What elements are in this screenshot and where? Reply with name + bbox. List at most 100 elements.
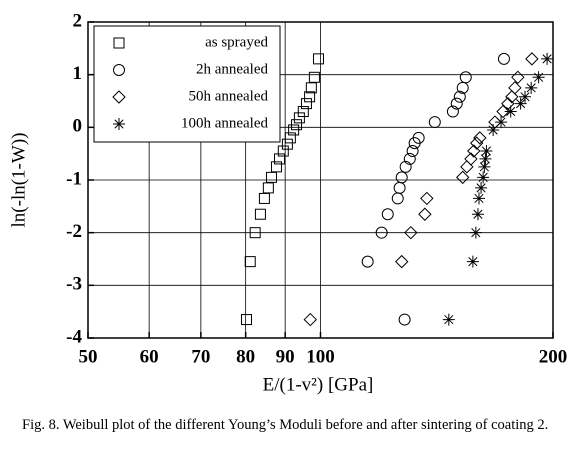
circle-marker: [398, 313, 411, 326]
y-tick-label: 2: [73, 10, 83, 31]
diamond-marker: [460, 160, 474, 174]
circle-marker: [450, 97, 463, 110]
diamond-marker: [473, 131, 487, 145]
star-marker: [475, 181, 488, 194]
star-marker: [519, 90, 532, 103]
square-marker: [244, 256, 256, 268]
x-axis-label: E/(1-v²) [GPa]: [263, 374, 374, 395]
y-tick-label: -4: [66, 326, 82, 347]
x-tick-label: 200: [539, 346, 568, 367]
star-marker: [442, 313, 455, 326]
star-marker: [514, 97, 527, 110]
diamond-marker: [420, 191, 434, 206]
star-marker: [477, 171, 490, 184]
star-marker: [472, 192, 485, 205]
circle-marker: [406, 145, 419, 158]
star-marker: [532, 71, 545, 84]
diamond-marker: [505, 90, 519, 104]
diamond-marker: [469, 136, 484, 150]
square-marker: [305, 82, 317, 94]
legend-marker: [113, 37, 125, 49]
star-marker: [504, 105, 517, 118]
square-marker: [258, 192, 270, 204]
circle-marker: [361, 255, 374, 268]
legend-marker: [113, 118, 125, 130]
star-marker: [541, 52, 554, 65]
circle-marker: [497, 52, 510, 65]
diamond-marker: [418, 207, 432, 221]
y-tick-label: 0: [73, 116, 83, 137]
diamond-marker: [395, 254, 409, 269]
square-marker: [274, 153, 286, 165]
square-marker: [293, 112, 305, 124]
x-tick-label: 50: [79, 346, 98, 367]
y-tick-label: 1: [73, 63, 83, 84]
legend-marker: [112, 90, 126, 104]
legend-text: 100h annealed: [181, 115, 269, 131]
circle-marker: [391, 192, 404, 205]
diamond-marker: [511, 70, 525, 85]
circle-marker: [459, 71, 472, 84]
legend-text: 2h annealed: [196, 61, 269, 77]
star-marker: [495, 116, 508, 129]
square-marker: [277, 145, 289, 157]
square-marker: [254, 208, 266, 220]
y-tick-label: -1: [66, 168, 82, 189]
diamond-marker: [467, 144, 481, 158]
circle-marker: [453, 90, 466, 103]
diamond-marker: [496, 104, 510, 119]
y-tick-label: -3: [66, 274, 82, 295]
star-marker: [525, 81, 538, 94]
star-marker: [469, 226, 482, 239]
circle-marker: [446, 105, 459, 118]
square-marker: [300, 98, 312, 110]
star-marker: [471, 208, 484, 221]
square-marker: [262, 182, 274, 194]
star-marker: [480, 145, 493, 158]
circle-marker: [399, 160, 412, 173]
legend-box: [93, 25, 281, 143]
square-marker: [297, 106, 309, 118]
square-marker: [284, 132, 296, 144]
x-tick-label: 70: [191, 346, 210, 367]
diamond-marker: [455, 170, 470, 185]
square-marker: [265, 171, 277, 183]
square-marker: [308, 71, 320, 83]
y-axis-label: ln(-ln(1-W)): [8, 133, 29, 228]
circle-marker: [456, 81, 469, 94]
star-marker: [478, 160, 491, 173]
star-marker: [479, 152, 492, 165]
diamond-marker: [525, 52, 539, 66]
square-marker: [288, 124, 300, 136]
square-marker: [281, 138, 293, 150]
star-marker: [487, 123, 500, 136]
x-tick-label: 80: [236, 346, 255, 367]
legend-text: as sprayed: [205, 34, 268, 50]
circle-marker: [428, 116, 441, 129]
square-marker: [304, 91, 316, 103]
circle-marker: [375, 226, 388, 239]
circle-marker: [395, 171, 408, 184]
square-marker: [240, 314, 252, 326]
diamond-marker: [501, 96, 515, 111]
circle-marker: [381, 208, 394, 221]
x-tick-label: 90: [276, 346, 295, 367]
x-tick-label: 60: [140, 346, 159, 367]
square-marker: [270, 161, 282, 173]
square-marker: [249, 227, 261, 239]
x-tick-label: 100: [306, 346, 335, 367]
square-marker: [312, 53, 324, 65]
chart: E/(1-v²) [GPa] ln(-ln(1-W)) -4 -3 -2 -1 0 1 2 5…: [8, 10, 568, 395]
diamond-marker: [303, 312, 317, 327]
legend-marker: [113, 64, 125, 76]
plot-frame: [87, 21, 554, 339]
y-tick-label: -2: [66, 221, 82, 242]
circle-marker: [403, 152, 416, 165]
circle-marker: [408, 137, 421, 150]
star-marker: [466, 255, 479, 268]
caption: Fig. 8. Weibull plot of the different Yo…: [22, 417, 549, 433]
legend-text: 50h annealed: [188, 88, 268, 104]
circle-marker: [393, 181, 406, 194]
diamond-marker: [404, 225, 418, 240]
